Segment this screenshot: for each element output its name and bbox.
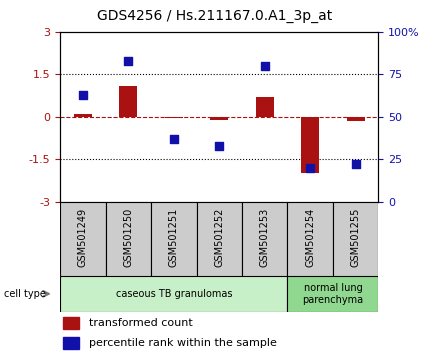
Bar bbox=[63, 318, 79, 329]
Point bbox=[125, 58, 132, 64]
Text: GSM501254: GSM501254 bbox=[305, 208, 315, 267]
Point bbox=[170, 136, 177, 142]
Point bbox=[80, 92, 86, 98]
Bar bbox=[210, 117, 228, 120]
Bar bbox=[151, 202, 197, 276]
Point bbox=[261, 63, 268, 69]
Text: GSM501253: GSM501253 bbox=[260, 208, 270, 267]
Bar bbox=[347, 117, 365, 121]
Bar bbox=[60, 202, 106, 276]
Bar bbox=[165, 117, 183, 118]
Bar bbox=[119, 86, 138, 117]
Bar bbox=[333, 202, 378, 276]
Bar bbox=[288, 202, 333, 276]
Text: normal lung
parenchyma: normal lung parenchyma bbox=[302, 283, 363, 305]
Text: transformed count: transformed count bbox=[89, 318, 193, 329]
Text: GSM501252: GSM501252 bbox=[214, 208, 224, 267]
Text: GSM501250: GSM501250 bbox=[123, 208, 133, 267]
Bar bbox=[60, 276, 288, 312]
Text: GSM501249: GSM501249 bbox=[78, 208, 88, 267]
Bar bbox=[301, 117, 319, 173]
Bar bbox=[74, 114, 92, 117]
Bar bbox=[288, 276, 378, 312]
Bar bbox=[256, 97, 274, 117]
Text: GSM501255: GSM501255 bbox=[351, 208, 361, 267]
Text: GDS4256 / Hs.211167.0.A1_3p_at: GDS4256 / Hs.211167.0.A1_3p_at bbox=[97, 9, 333, 23]
Text: cell type: cell type bbox=[4, 289, 46, 299]
Text: percentile rank within the sample: percentile rank within the sample bbox=[89, 338, 277, 348]
Text: GSM501251: GSM501251 bbox=[169, 208, 179, 267]
Bar bbox=[242, 202, 288, 276]
Bar bbox=[197, 202, 242, 276]
Point bbox=[352, 161, 359, 167]
Bar bbox=[63, 337, 79, 349]
Point bbox=[307, 165, 313, 171]
Point bbox=[216, 143, 223, 149]
Text: caseous TB granulomas: caseous TB granulomas bbox=[116, 289, 232, 299]
Bar bbox=[106, 202, 151, 276]
